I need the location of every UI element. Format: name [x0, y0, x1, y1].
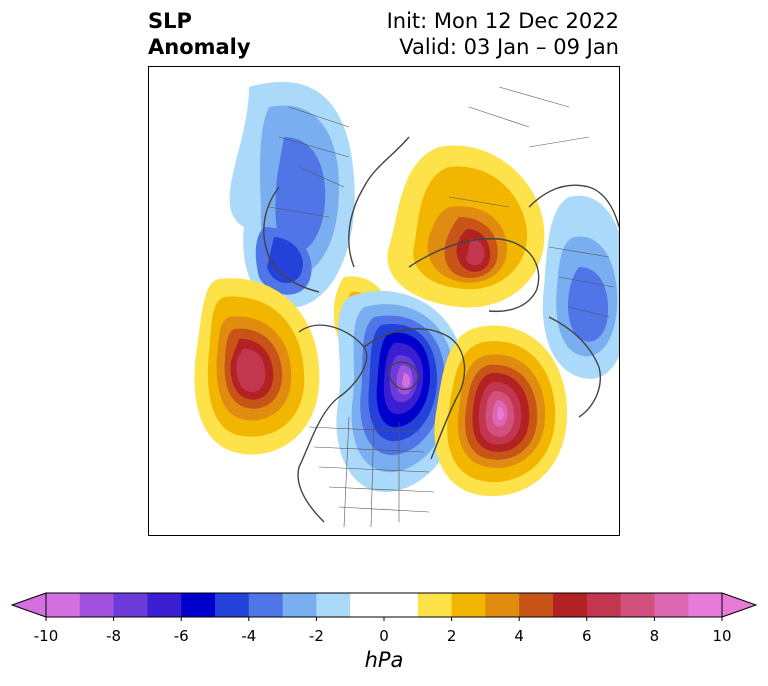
colorbar-cell: [316, 593, 351, 617]
colorbar-arrow-max: [721, 592, 758, 618]
colorbar-cell: [46, 593, 81, 617]
coastlines: [263, 136, 619, 523]
colorbar-tick-label: -2: [308, 627, 324, 645]
colorbar: [10, 592, 758, 621]
anomaly-high-atlantic: [434, 325, 568, 497]
colorbar-arrow-min: [10, 592, 47, 618]
colorbar-cell: [384, 593, 419, 617]
valid-range: Valid: 03 Jan – 09 Jan: [399, 35, 619, 59]
colorbar-cell: [553, 593, 588, 617]
colorbar-tick-label: 6: [582, 627, 592, 645]
init-date: Init: Mon 12 Dec 2022: [386, 9, 619, 33]
colorbar-cell: [485, 593, 520, 617]
anomaly-low-north-america: [336, 290, 465, 493]
colorbar-cell: [417, 593, 453, 617]
map-panel: [148, 66, 620, 536]
anomaly-map: [194, 81, 619, 528]
colorbar-tick-label: -10: [33, 627, 59, 645]
colorbar-cell: [620, 593, 655, 617]
map-title: SLP Anomaly: [148, 8, 251, 60]
colorbar-tick-label: 0: [379, 627, 389, 645]
colorbar-tick-label: -6: [173, 627, 189, 645]
colorbar-tick-label: 4: [514, 627, 524, 645]
colorbar-tick-label: 8: [649, 627, 660, 645]
title-line-1: SLP: [148, 9, 192, 33]
colorbar-cell: [586, 593, 622, 617]
colorbar-cell: [79, 593, 115, 617]
colorbar-tick-label: -4: [241, 627, 257, 645]
colorbar-cell: [350, 593, 385, 617]
anomaly-low-east-asia: [542, 195, 619, 379]
colorbar-cell: [248, 593, 284, 617]
anomaly-low-europe: [229, 81, 355, 308]
colorbar-cell: [451, 593, 486, 617]
colorbar-cell: [147, 593, 182, 617]
colorbar-cell: [654, 593, 689, 617]
colorbar-cell: [282, 593, 317, 617]
colorbar-tick-label: -8: [106, 627, 122, 645]
anomaly-high-siberia: [387, 145, 545, 308]
colorbar-cell: [113, 593, 148, 617]
colorbar-tick-label: 10: [712, 627, 732, 645]
borders: [268, 86, 615, 528]
colorbar-unit: hPa: [364, 648, 404, 672]
anomaly-high-pacific: [194, 278, 320, 455]
colorbar-cell: [688, 593, 723, 617]
colorbar-tick-label: 2: [446, 627, 457, 645]
colorbar-cell: [215, 593, 250, 617]
colorbar-cell: [519, 593, 554, 617]
date-info: Init: Mon 12 Dec 2022 Valid: 03 Jan – 09…: [387, 8, 619, 60]
colorbar-cell: [181, 593, 216, 617]
title-line-2: Anomaly: [148, 35, 251, 59]
